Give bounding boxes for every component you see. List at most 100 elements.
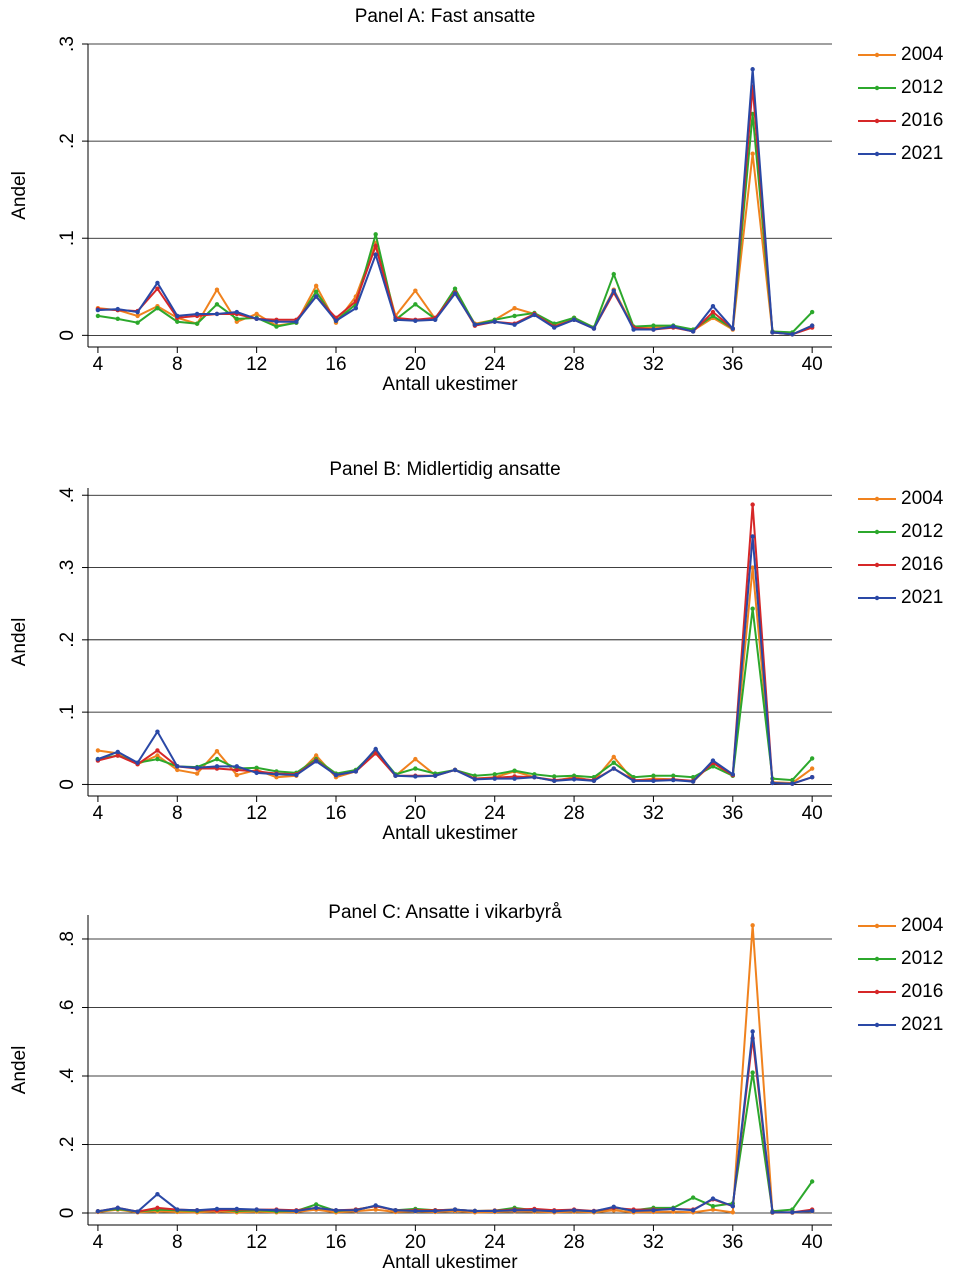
point-marker	[452, 1207, 458, 1212]
point-marker	[750, 565, 755, 570]
point-marker	[552, 1209, 557, 1214]
point-marker	[313, 753, 319, 758]
point-marker	[671, 773, 676, 778]
x-tick-label: 12	[246, 1232, 267, 1253]
legend-marker	[874, 496, 880, 502]
point-marker	[571, 777, 577, 782]
point-marker	[353, 305, 359, 311]
point-marker	[95, 307, 101, 313]
point-marker	[492, 772, 497, 777]
legend-label: 2021	[901, 143, 943, 164]
point-marker	[413, 288, 418, 293]
legend-label: 2021	[901, 587, 943, 608]
point-marker	[214, 1206, 220, 1212]
point-marker	[611, 288, 616, 293]
y-tick-label: 0	[57, 779, 78, 790]
point-marker	[492, 319, 497, 324]
point-marker	[790, 332, 795, 337]
point-marker	[254, 765, 259, 771]
x-axis-title: Antall ukestimer	[382, 1252, 518, 1273]
point-marker	[552, 778, 557, 784]
point-marker	[373, 243, 378, 249]
x-tick-label: 12	[246, 354, 267, 375]
series-line	[97, 86, 813, 336]
point-marker	[234, 764, 239, 769]
legend-label: 2004	[901, 915, 944, 936]
x-tick-label: 16	[325, 803, 346, 824]
x-tick-label: 24	[484, 354, 506, 375]
x-tick-label: 20	[405, 803, 426, 824]
point-marker	[770, 1210, 775, 1215]
point-marker	[512, 768, 517, 773]
point-marker	[115, 306, 120, 312]
point-marker	[155, 305, 160, 311]
point-marker	[115, 316, 120, 322]
point-marker	[135, 309, 140, 315]
point-marker	[373, 746, 378, 752]
legend-marker	[874, 923, 880, 929]
point-marker	[710, 304, 716, 309]
legend-marker	[874, 529, 880, 535]
series-line	[97, 1031, 813, 1214]
point-marker	[254, 311, 259, 317]
point-marker	[194, 771, 200, 776]
x-tick-label: 24	[484, 803, 506, 824]
point-marker	[631, 327, 636, 332]
x-tick-label: 28	[564, 354, 585, 375]
x-tick-label: 36	[722, 354, 743, 375]
point-marker	[690, 775, 696, 780]
point-marker	[750, 1070, 755, 1075]
point-marker	[214, 748, 220, 754]
point-marker	[710, 1196, 716, 1201]
point-marker	[809, 775, 815, 780]
point-marker	[750, 923, 755, 928]
point-marker	[155, 748, 160, 753]
point-marker	[591, 326, 597, 331]
legend-label: 2004	[901, 488, 944, 509]
point-marker	[234, 767, 239, 773]
point-marker	[611, 754, 616, 760]
point-marker	[433, 317, 438, 323]
point-marker	[95, 756, 101, 762]
point-marker	[611, 760, 616, 765]
y-axis-title: Andel	[9, 1046, 30, 1095]
point-marker	[313, 289, 319, 294]
point-marker	[690, 1195, 696, 1200]
point-marker	[651, 323, 656, 328]
point-marker	[492, 1208, 497, 1214]
point-marker	[809, 756, 815, 761]
point-marker	[651, 327, 656, 332]
point-marker	[690, 1208, 696, 1213]
point-marker	[393, 317, 398, 323]
legend-label: 2016	[901, 981, 943, 1002]
point-marker	[651, 778, 656, 784]
point-marker	[313, 1205, 319, 1211]
point-marker	[472, 777, 478, 782]
point-marker	[472, 322, 478, 327]
point-marker	[790, 781, 795, 786]
point-marker	[95, 1209, 101, 1214]
point-marker	[313, 283, 319, 289]
series-line	[97, 113, 813, 334]
chart-title: Panel B: Midlertidig ansatte	[329, 459, 560, 480]
point-marker	[413, 766, 418, 771]
point-marker	[492, 776, 497, 781]
point-marker	[373, 751, 378, 756]
point-marker	[611, 766, 616, 771]
y-tick-label: .4	[57, 487, 78, 503]
point-marker	[313, 1202, 319, 1207]
point-marker	[512, 1208, 517, 1213]
point-marker	[135, 313, 140, 319]
point-marker	[750, 534, 755, 539]
point-marker	[175, 1207, 180, 1212]
legend-marker	[874, 52, 880, 58]
point-marker	[552, 325, 557, 330]
point-marker	[433, 773, 438, 778]
point-marker	[750, 1029, 755, 1034]
point-marker	[750, 67, 755, 72]
chart-title: Panel C: Ansatte i vikarbyrå	[328, 902, 562, 923]
point-marker	[750, 111, 755, 117]
point-marker	[730, 1210, 735, 1215]
point-marker	[651, 1208, 656, 1213]
point-marker	[234, 772, 239, 778]
